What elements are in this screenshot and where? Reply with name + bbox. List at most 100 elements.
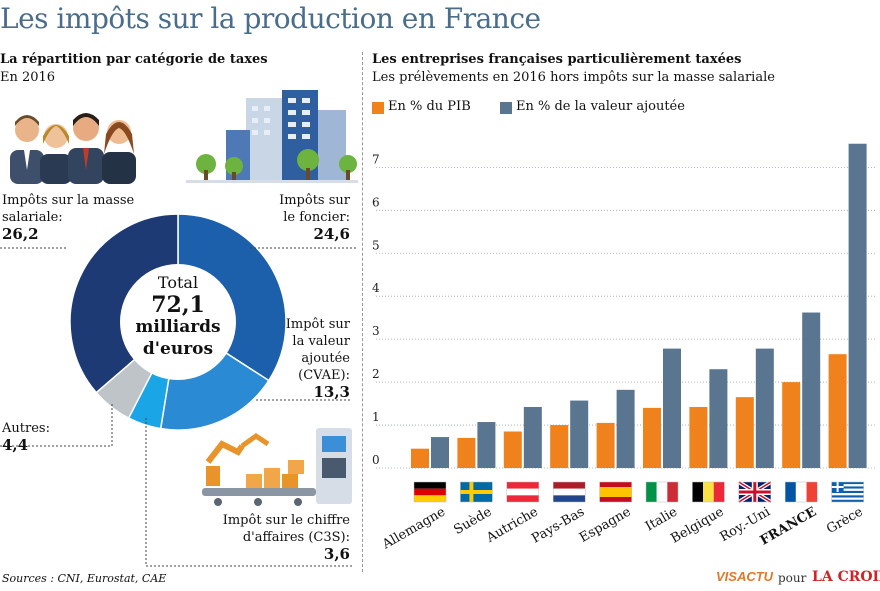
bar-pib-0 bbox=[411, 448, 429, 468]
bar-pib-8 bbox=[782, 382, 801, 468]
box-icon bbox=[288, 460, 304, 474]
x-tick-label: Pays-Bas bbox=[529, 504, 587, 546]
tree-icon bbox=[196, 154, 216, 174]
leader-lines bbox=[0, 247, 358, 567]
flag-icon bbox=[552, 481, 586, 503]
x-tick-label: Grèce bbox=[824, 504, 866, 537]
value-autres: 4,4 bbox=[2, 436, 29, 454]
person-icon bbox=[40, 124, 72, 184]
bar-pib-5 bbox=[643, 407, 661, 468]
brand-lacroix: LA CROIX bbox=[812, 569, 880, 585]
box-icon bbox=[246, 474, 262, 488]
bar-pib-1 bbox=[457, 437, 476, 468]
bar-pib-9 bbox=[828, 354, 847, 468]
box-icon bbox=[282, 474, 298, 488]
bar-va-9 bbox=[848, 143, 867, 468]
flag-icon bbox=[460, 481, 493, 503]
legend-label-va: En % de la valeur ajoutée bbox=[516, 99, 685, 114]
brand-pour: pour bbox=[778, 571, 807, 585]
total-label: Total bbox=[157, 273, 199, 292]
robot-arm-icon bbox=[205, 440, 245, 464]
label-line: ajoutée bbox=[301, 351, 350, 366]
bar-va-8 bbox=[802, 312, 821, 468]
bar-va-1 bbox=[477, 422, 496, 468]
label-line: Impôts sur la masse bbox=[2, 193, 135, 208]
y-tick-label: 6 bbox=[372, 195, 380, 209]
box-icon bbox=[264, 468, 280, 488]
tree-icon bbox=[225, 157, 243, 175]
label-line: Impôt sur bbox=[285, 317, 350, 332]
bar-pib-6 bbox=[689, 407, 708, 468]
donut-chart bbox=[70, 214, 286, 430]
y-tick-label: 2 bbox=[372, 367, 380, 381]
y-tick-label: 0 bbox=[372, 453, 380, 467]
y-tick-label: 1 bbox=[372, 410, 380, 424]
value-c3s: 3,6 bbox=[323, 545, 350, 563]
flag-icon bbox=[784, 481, 818, 503]
donut-center: Total 72,1 milliards d'euros bbox=[118, 272, 238, 360]
flag-icon bbox=[506, 481, 540, 503]
chart-subtitle: Les prélèvements en 2016 hors impôts sur… bbox=[372, 70, 775, 85]
total-value: 72,1 bbox=[151, 292, 205, 318]
buildings-illustration bbox=[186, 90, 358, 183]
label-line: (CVAE): bbox=[298, 368, 350, 383]
y-tick-label: 3 bbox=[372, 324, 380, 338]
label-line: salariale: bbox=[2, 210, 63, 225]
legend-label-pib: En % du PIB bbox=[388, 99, 471, 114]
label-cvae: Impôt sur la valeur ajoutée (CVAE): 13,3 bbox=[286, 316, 350, 401]
bar-pib-2 bbox=[503, 431, 522, 468]
sources-note: Sources : CNI, Eurostat, CAE bbox=[2, 572, 167, 585]
flag-icon bbox=[692, 481, 725, 503]
tree-icon bbox=[297, 149, 319, 171]
x-tick-label: Allemagne bbox=[379, 504, 448, 553]
bar-va-6 bbox=[709, 369, 728, 468]
total-unit: milliards bbox=[135, 317, 221, 337]
bar-pib-3 bbox=[550, 425, 569, 468]
factory-illustration bbox=[202, 428, 352, 506]
brand-visactu: VISACTU bbox=[716, 569, 774, 584]
bar-va-7 bbox=[755, 348, 774, 468]
legend-swatch-pib bbox=[372, 102, 384, 114]
left-year: En 2016 bbox=[0, 70, 56, 85]
tree-icon bbox=[339, 155, 357, 173]
label-line: Impôts sur bbox=[279, 193, 350, 208]
bar-va-0 bbox=[431, 437, 449, 468]
label-masse-salariale: Impôts sur la masse salariale: 26,2 bbox=[2, 192, 134, 243]
person-icon bbox=[10, 115, 44, 184]
flag-icon bbox=[599, 481, 632, 503]
chart-title: Les entreprises françaises particulièrem… bbox=[372, 52, 742, 67]
bar-pib-7 bbox=[735, 397, 754, 468]
flag-icon bbox=[413, 481, 447, 503]
value-foncier: 24,6 bbox=[313, 225, 350, 243]
bar-va-3 bbox=[570, 400, 589, 468]
flag-icon bbox=[737, 480, 772, 504]
label-line: la valeur bbox=[292, 334, 350, 349]
conveyor-icon bbox=[202, 488, 316, 496]
label-line: Impôt sur le chiffre bbox=[222, 513, 350, 528]
value-cvae: 13,3 bbox=[313, 383, 350, 401]
building-icon bbox=[246, 98, 282, 180]
x-tick-label: Belgique bbox=[668, 504, 726, 546]
y-tick-label: 7 bbox=[372, 152, 380, 166]
page-title: Les impôts sur la production en France bbox=[0, 2, 541, 35]
label-line: d'affaires (C3S): bbox=[242, 530, 350, 545]
people-illustration bbox=[10, 113, 136, 184]
flag-icon bbox=[831, 481, 864, 503]
legend-swatch-va bbox=[500, 102, 512, 114]
x-tick-label: Espagne bbox=[577, 504, 634, 545]
person-icon bbox=[68, 113, 104, 184]
bar-va-5 bbox=[663, 348, 681, 468]
label-line: Autres: bbox=[2, 421, 50, 436]
label-foncier: Impôts sur le foncier: 24,6 bbox=[279, 192, 350, 243]
flag-icon bbox=[645, 481, 679, 503]
person-icon bbox=[102, 120, 136, 184]
panel-divider bbox=[362, 52, 363, 572]
bar-va-4 bbox=[616, 389, 635, 468]
y-tick-label: 5 bbox=[372, 238, 380, 252]
y-tick-label: 4 bbox=[372, 281, 380, 295]
label-line: le foncier: bbox=[283, 210, 350, 225]
total-unit-2: d'euros bbox=[142, 339, 214, 359]
label-autres: Autres: 4,4 bbox=[2, 420, 50, 454]
bar-va-2 bbox=[523, 407, 542, 468]
